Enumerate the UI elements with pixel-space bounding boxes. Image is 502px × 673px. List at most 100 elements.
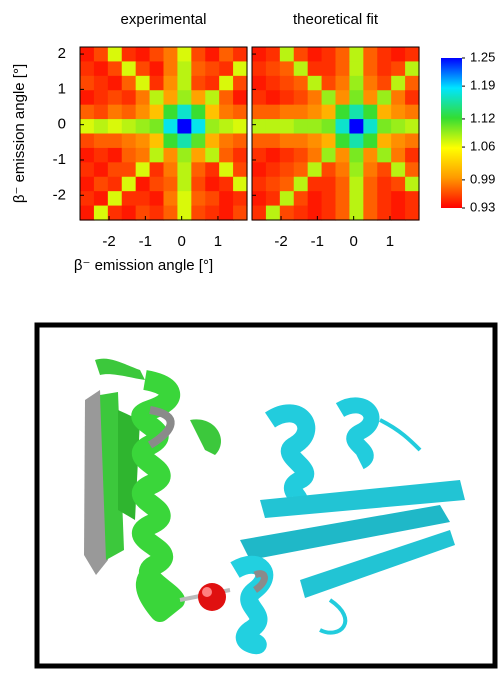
heatmap-cell [405, 162, 420, 178]
heatmap-cell [233, 90, 248, 106]
heatmap-cell [177, 104, 192, 120]
heatmap-cell [191, 104, 206, 120]
heatmap-cell [349, 162, 364, 178]
heatmap-cell [321, 47, 337, 63]
heatmap-cell [349, 133, 364, 149]
heatmap-cell [149, 133, 165, 149]
heatmap-cell [191, 133, 206, 149]
heatmap-cell [205, 90, 220, 106]
heatmap-cell [163, 176, 179, 192]
heatmap-cell [163, 191, 179, 207]
heatmap-cell [177, 147, 192, 163]
heatmap-cell [405, 104, 420, 120]
heatmap-cell [307, 133, 323, 149]
heatmap-cell [279, 176, 295, 192]
heatmap-cell [349, 61, 364, 77]
heatmap-cell [149, 191, 165, 207]
heatmap-cell [293, 47, 309, 63]
heatmap-cell [177, 133, 192, 149]
heatmap-cell [279, 205, 295, 221]
heatmap-cell [363, 133, 378, 149]
heatmap-cell [307, 75, 323, 91]
heatmap-cell [405, 205, 420, 221]
heatmap-cell [391, 75, 406, 91]
heatmap-cell [349, 90, 364, 106]
heatmap-cell [321, 61, 337, 77]
heatmap-cell [121, 61, 137, 77]
y-tick-label: 0 [58, 116, 66, 133]
heatmap-cell [163, 162, 179, 178]
heatmap-cell [107, 75, 123, 91]
heatmap-cell [233, 119, 248, 135]
heatmap-cell [149, 147, 165, 163]
heatmap-cell [205, 162, 220, 178]
heatmap-cell [149, 90, 165, 106]
heatmap-cell [135, 119, 151, 135]
heatmap-cell [219, 176, 234, 192]
heatmap-cell [252, 47, 267, 63]
heatmap-cell [391, 90, 406, 106]
y-tick-label: -2 [53, 186, 66, 203]
heatmap-cell [265, 104, 281, 120]
heatmap-cell [391, 176, 406, 192]
heatmap-cell [80, 162, 95, 178]
heatmap-cell [233, 47, 248, 63]
heatmap-cell [80, 147, 95, 163]
heatmap-cell [205, 75, 220, 91]
heatmap-cell [377, 205, 392, 221]
heatmap-cell [80, 104, 95, 120]
heatmap-cell [233, 147, 248, 163]
heatmap-cell [135, 133, 151, 149]
protein-structure [34, 322, 498, 669]
heatmap-cell [391, 191, 406, 207]
heatmap-cell [349, 147, 364, 163]
heatmap-cell [177, 119, 192, 135]
heatmap-cell [252, 191, 267, 207]
heatmap-cell [93, 104, 109, 120]
heatmap-cell [219, 104, 234, 120]
heatmap-cell [252, 176, 267, 192]
heatmap-cell [233, 191, 248, 207]
heatmap-cell [191, 119, 206, 135]
heatmap-cell [363, 119, 378, 135]
heatmap-cell [80, 205, 95, 221]
heatmap-cell [219, 90, 234, 106]
heatmap-cell [405, 47, 420, 63]
heatmap-cell [265, 147, 281, 163]
heatmap-cell [349, 176, 364, 192]
heatmap-cell [107, 61, 123, 77]
heatmap-cell [363, 176, 378, 192]
heatmap-cell [233, 75, 248, 91]
heatmap-cell [219, 61, 234, 77]
heatmap-cell [163, 61, 179, 77]
heatmap-cell [219, 162, 234, 178]
chart-title: experimental [121, 11, 207, 28]
y-axis-label: β⁻ emission angle [°] [11, 64, 28, 203]
x-tick-label: -1 [311, 233, 324, 250]
heatmap-cell [121, 205, 137, 221]
heatmap-cell [349, 205, 364, 221]
heatmap-cell [205, 47, 220, 63]
heatmap-cell [349, 191, 364, 207]
heatmap-cell [335, 47, 351, 63]
heatmap-cell [93, 61, 109, 77]
heatmap-cell [391, 104, 406, 120]
heatmap-cell [121, 176, 137, 192]
heatmap-cell [191, 61, 206, 77]
heatmap-cell [335, 104, 351, 120]
x-tick-label: 1 [214, 233, 222, 250]
heatmap-cell [205, 61, 220, 77]
heatmap-cell [191, 147, 206, 163]
heatmap-cell [107, 104, 123, 120]
heatmap-cell [107, 119, 123, 135]
heatmap-cell [121, 104, 137, 120]
colorbar-tick-label: 1.06 [470, 139, 495, 154]
heatmap-cell [335, 191, 351, 207]
heatmap-cell [293, 61, 309, 77]
heatmap-cell [321, 162, 337, 178]
heatmap-cell [191, 191, 206, 207]
y-tick-label: -1 [53, 151, 66, 168]
colorbar-tick-label: 1.25 [470, 49, 495, 64]
heatmap-cell [363, 90, 378, 106]
